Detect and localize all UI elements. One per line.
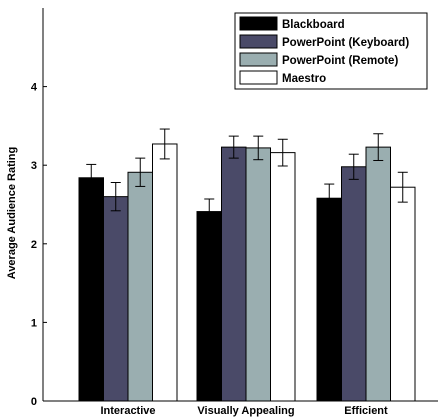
bar bbox=[78, 177, 104, 402]
legend-swatch bbox=[239, 16, 278, 31]
legend-swatch bbox=[239, 52, 278, 67]
bar bbox=[196, 211, 222, 402]
legend-label: Maestro bbox=[282, 73, 326, 85]
y-axis-label: Average Audience Rating bbox=[6, 147, 18, 279]
y-tick-label: 3 bbox=[31, 160, 37, 172]
bar bbox=[127, 171, 153, 402]
legend-label: PowerPoint (Keyboard) bbox=[282, 37, 409, 49]
legend: Blackboard PowerPoint (Keyboard) PowerPoin… bbox=[234, 12, 428, 90]
x-tick-label: Interactive bbox=[100, 405, 155, 417]
bar bbox=[390, 186, 416, 402]
bar bbox=[221, 146, 247, 402]
bar bbox=[103, 196, 129, 402]
y-tick-label: 0 bbox=[31, 396, 37, 408]
y-tick-label: 2 bbox=[31, 239, 37, 251]
y-ticks: 0 1 2 3 4 bbox=[31, 82, 47, 408]
legend-label: Blackboard bbox=[282, 19, 345, 31]
x-tick-label: Visually Appealing bbox=[197, 405, 294, 417]
error-bars bbox=[86, 128, 408, 225]
bar bbox=[152, 143, 178, 402]
legend-label: PowerPoint (Remote) bbox=[282, 55, 398, 67]
legend-swatch bbox=[239, 70, 278, 85]
bar bbox=[245, 147, 271, 402]
bar bbox=[341, 166, 367, 402]
bars bbox=[78, 143, 416, 402]
x-tick-label: Efficient bbox=[344, 405, 388, 417]
bar bbox=[316, 197, 342, 402]
bar bbox=[270, 152, 296, 402]
x-ticks: Interactive Visually Appealing Efficient bbox=[100, 397, 388, 417]
y-tick-label: 4 bbox=[31, 82, 38, 94]
legend-swatch bbox=[239, 34, 278, 49]
y-tick-label: 1 bbox=[31, 317, 37, 329]
bar bbox=[365, 146, 391, 402]
